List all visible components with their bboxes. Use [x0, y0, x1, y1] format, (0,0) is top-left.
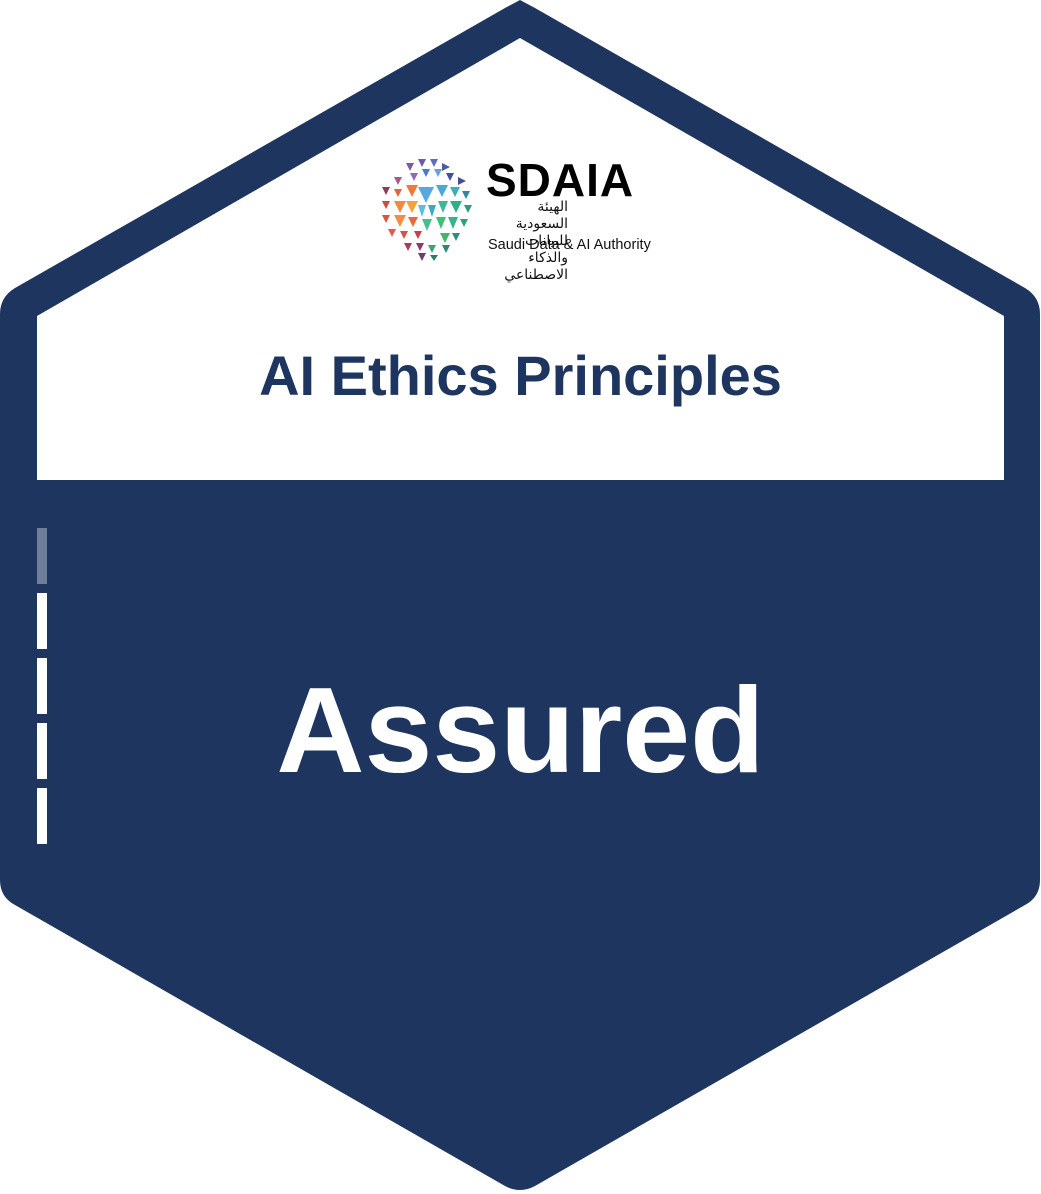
hexagon-white-panel	[37, 38, 1004, 480]
progress-segment	[37, 593, 47, 649]
logo-english-name: Saudi Data & AI Authority	[488, 237, 651, 253]
progress-segment	[37, 528, 47, 584]
logo-arabic-name: الهيئة السعودية للبيانات والذكاء الاصطنا…	[504, 199, 568, 283]
logo-wordmark: SDAIA	[486, 154, 635, 206]
progress-indicator	[37, 528, 47, 846]
progress-segment	[37, 788, 47, 844]
badge-status: Assured	[276, 662, 765, 798]
progress-segment	[37, 723, 47, 779]
progress-segment	[37, 658, 47, 714]
sdaia-logo: SDAIA الهيئة السعودية للبيانات والذكاء ا…	[378, 154, 668, 283]
badge-title: AI Ethics Principles	[259, 344, 782, 407]
sdaia-logo-icon	[382, 159, 472, 261]
